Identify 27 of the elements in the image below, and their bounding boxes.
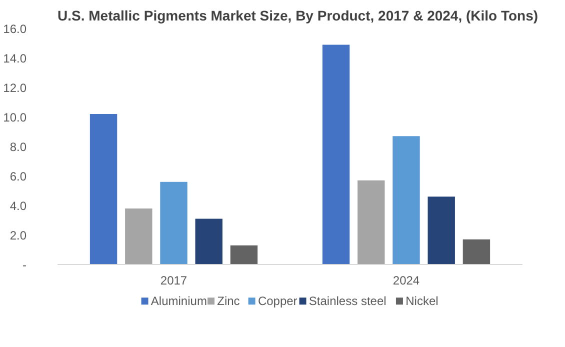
legend-label: Copper: [258, 294, 298, 308]
y-tick-label: 12.0: [3, 81, 27, 95]
y-tick-label: 14.0: [3, 52, 27, 66]
chart-title: U.S. Metallic Pigments Market Size, By Product, 2017 & 2024, (Kilo Tons): [58, 8, 538, 24]
x-tick-label: 2024: [392, 274, 420, 288]
bar: [90, 114, 118, 264]
bar: [195, 218, 222, 264]
y-tick-label: 8.0: [10, 140, 27, 154]
legend-label: Stainless steel: [308, 294, 386, 308]
legend-label: Aluminium: [150, 294, 207, 308]
y-tick-label: 2.0: [10, 228, 27, 242]
bar: [230, 245, 258, 264]
legend-label: Zinc: [217, 294, 240, 308]
bar: [392, 136, 420, 264]
legend-label: Nickel: [406, 294, 438, 308]
y-tick-label: 6.0: [10, 170, 27, 184]
bar: [428, 196, 455, 264]
bar: [358, 180, 385, 264]
bar: [160, 182, 188, 264]
bar: [322, 44, 350, 264]
bar: [462, 239, 490, 264]
bar: [125, 208, 152, 264]
y-tick-label: 16.0: [3, 22, 27, 36]
y-tick-label: 4.0: [10, 199, 27, 213]
x-tick-label: 2017: [160, 274, 188, 288]
y-tick-label: 10.0: [3, 110, 27, 124]
y-tick-label: -: [22, 258, 27, 272]
